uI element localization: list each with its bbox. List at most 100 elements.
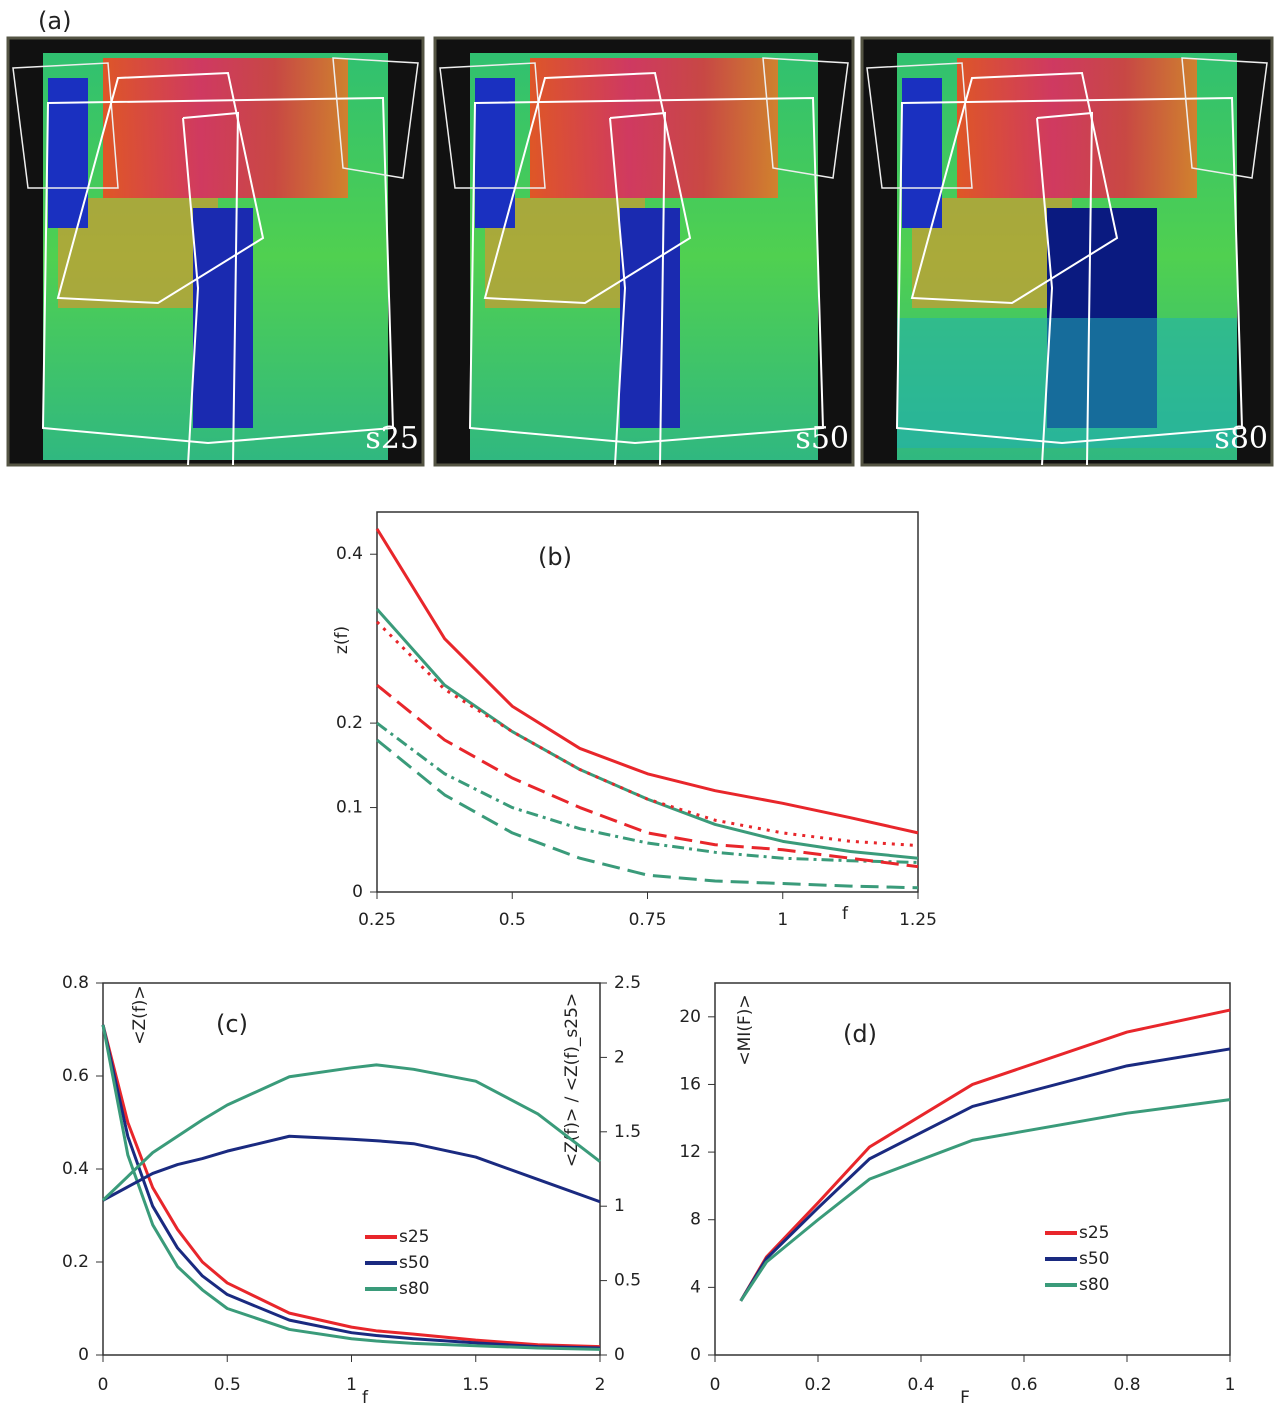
- x-tick-label: 1: [346, 1375, 357, 1395]
- outline: [866, 62, 973, 189]
- panel-tag: s25: [365, 421, 419, 456]
- x-tick-label: 0.5: [499, 910, 526, 930]
- y-tick-label: 8: [690, 1210, 701, 1230]
- y-tick-label: 4: [690, 1277, 701, 1297]
- y-axis-label: <Z(f)>: [130, 985, 150, 1044]
- y2-tick-label: 0: [614, 1345, 625, 1365]
- hot-region: [530, 58, 778, 198]
- outline: [12, 62, 119, 189]
- x-tick-label: 1: [777, 910, 788, 930]
- outline: [468, 96, 825, 445]
- y2-tick-label: 1.5: [614, 1122, 641, 1142]
- legend-label: s25: [399, 1227, 430, 1247]
- series-line: [101, 1024, 601, 1349]
- y-tick-label: 0: [352, 882, 363, 902]
- panel-tag: s80: [1214, 421, 1268, 456]
- series-line: [739, 1008, 1231, 1302]
- x-axis-label: f: [362, 1388, 369, 1408]
- cold-left: [902, 78, 942, 228]
- y-tick-label: 0.4: [336, 544, 363, 564]
- y2-tick-label: 0.5: [614, 1271, 641, 1291]
- cool-base: [897, 318, 1237, 448]
- cold-column: [193, 208, 253, 428]
- y-tick-label: 12: [679, 1142, 701, 1162]
- series-line: [375, 528, 919, 835]
- outline: [483, 71, 692, 305]
- outline: [609, 111, 667, 466]
- series-line: [376, 738, 919, 890]
- legend-label: s50: [1079, 1249, 1110, 1269]
- y2-axis-label: <Z(f)> / <Z(f)_s25>: [562, 993, 582, 1167]
- outline: [895, 96, 1244, 445]
- series-line: [739, 1047, 1231, 1302]
- y2-tick-label: 1: [614, 1196, 625, 1216]
- x-tick-label: 2: [595, 1375, 606, 1395]
- x-tick-label: 0.75: [629, 910, 667, 930]
- y2-tick-label: 2.5: [614, 973, 641, 993]
- series-line: [375, 620, 919, 848]
- legend-label: s50: [399, 1253, 430, 1273]
- series-line: [375, 608, 919, 860]
- x-tick-label: 1.25: [899, 910, 937, 930]
- series-line: [101, 1024, 601, 1351]
- x-tick-label: 0: [98, 1375, 109, 1395]
- x-tick-label: 0.2: [804, 1375, 831, 1395]
- cold-left: [475, 78, 515, 228]
- y-tick-label: 0.1: [336, 798, 363, 818]
- outline: [182, 111, 240, 466]
- legend-label: s80: [1079, 1275, 1110, 1295]
- cold-left: [48, 78, 88, 228]
- chart: 0 0.5 1 1.5 200.20.40.60.800.511.522.5(c)f<Z…: [62, 973, 641, 1408]
- outline: [762, 57, 849, 179]
- legend-label: s25: [1079, 1223, 1110, 1243]
- series-line: [101, 1063, 601, 1202]
- hot-region: [103, 58, 348, 198]
- y-tick-label: 0.4: [62, 1159, 89, 1179]
- x-tick-label: 0.8: [1113, 1375, 1140, 1395]
- x-tick-label: 0.5: [214, 1375, 241, 1395]
- cold-column: [620, 208, 680, 428]
- chart: 0 0.2 0.4 0.6 0.8 1 0 4 8 12 16 20 (d) F <MI(F)> s25 s50…: [679, 982, 1236, 1408]
- y-tick-label: 0.6: [62, 1066, 89, 1086]
- outline: [910, 71, 1119, 305]
- x-axis-label: f: [842, 904, 849, 924]
- plot-frame: [714, 982, 1231, 1356]
- x-tick-label: 1: [1225, 1375, 1236, 1395]
- x-tick-label: 0.4: [907, 1375, 934, 1395]
- panel-tag: s50: [795, 421, 849, 456]
- outline: [332, 57, 419, 179]
- series-line: [102, 1134, 601, 1204]
- plot-frame: [102, 982, 601, 1356]
- outline: [1036, 111, 1094, 466]
- hot-region: [957, 58, 1197, 198]
- panel-label: (a): [38, 7, 71, 35]
- y2-tick-label: 2: [614, 1047, 625, 1067]
- heatmap-panel: s25: [6, 36, 425, 467]
- series-line: [739, 1098, 1231, 1302]
- x-tick-label: 0.6: [1010, 1375, 1037, 1395]
- legend-label: s80: [399, 1279, 430, 1299]
- y-tick-label: 0.2: [336, 713, 363, 733]
- outline: [56, 71, 265, 305]
- chart: 0.25 0.5 0.75 1 1.25 0 0.1 0.2 0.4 (b) f z(f): [332, 511, 937, 930]
- y-axis-label: z(f): [332, 626, 352, 654]
- y-tick-label: 0.2: [62, 1252, 89, 1272]
- outline: [439, 62, 546, 189]
- series-line: [101, 1024, 601, 1350]
- plot-frame: [376, 511, 919, 893]
- heatmap-panel: s80: [860, 36, 1274, 467]
- y-tick-label: 0: [690, 1345, 701, 1365]
- y-tick-label: 0.8: [62, 973, 89, 993]
- series-line: [376, 683, 919, 869]
- x-tick-label: 0.25: [358, 910, 396, 930]
- y-tick-label: 16: [679, 1074, 701, 1094]
- chart-title: (d): [843, 1020, 877, 1048]
- x-tick-label: 0: [710, 1375, 721, 1395]
- x-axis-label: F: [960, 1388, 970, 1408]
- chart-title: (b): [538, 543, 572, 571]
- series-line: [376, 721, 919, 864]
- y-tick-label: 0: [78, 1345, 89, 1365]
- y-tick-label: 20: [679, 1007, 701, 1027]
- heatmap-panel: s50: [433, 36, 855, 467]
